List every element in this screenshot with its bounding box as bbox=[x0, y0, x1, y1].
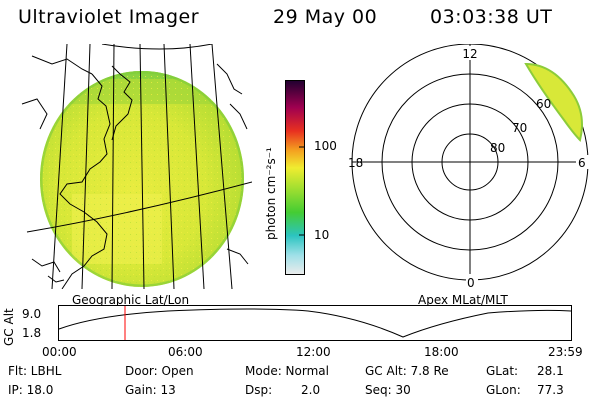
mlt-label-bg-bottom bbox=[466, 274, 478, 288]
altitude-xtick-1800: 18:00 bbox=[424, 345, 459, 359]
geographic-image-panel bbox=[21, 44, 252, 289]
status-ip: IP: 18.0 bbox=[8, 383, 54, 397]
colorbar-unit-label: photon cm⁻²s⁻¹ bbox=[264, 147, 278, 240]
status-door: Door: Open bbox=[125, 364, 194, 378]
altitude-ytick-9: 9.0 bbox=[22, 307, 42, 321]
mlt-label-top: 12 bbox=[462, 47, 477, 61]
lat-label-60: 60 bbox=[536, 97, 551, 111]
status-dsp-label: Dsp: bbox=[245, 383, 273, 397]
altitude-plot-frame bbox=[58, 305, 572, 341]
status-seq: Seq: 30 bbox=[365, 383, 411, 397]
status-glon-label: GLon: bbox=[486, 383, 521, 397]
status-glat-value: 28.1 bbox=[537, 364, 564, 378]
date-label: 29 May 00 bbox=[273, 6, 378, 28]
lat-label-80: 80 bbox=[490, 141, 505, 155]
altitude-ytick-1.8: 1.8 bbox=[22, 326, 42, 340]
altitude-xtick-0600: 06:00 bbox=[168, 345, 203, 359]
apex-caption: Apex MLat/MLT bbox=[418, 293, 508, 307]
colorbar-tick-100: 100 bbox=[314, 139, 337, 153]
colorbar-tick-10: 10 bbox=[314, 228, 330, 242]
instrument-title: Ultraviolet Imager bbox=[18, 6, 200, 28]
altitude-ylabel: GC Alt bbox=[2, 308, 16, 346]
mlt-label-bottom: 0 bbox=[467, 276, 475, 290]
status-gain: Gain: 13 bbox=[125, 383, 176, 397]
colorbar bbox=[285, 80, 305, 275]
mlt-label-bg-right bbox=[576, 155, 590, 169]
latitude-lines bbox=[26, 44, 252, 233]
uv-disc bbox=[40, 71, 244, 287]
status-mode: Mode: Normal bbox=[245, 364, 329, 378]
time-label: 03:03:38 UT bbox=[430, 6, 553, 28]
altitude-curve bbox=[58, 308, 572, 338]
geographic-caption: Geographic Lat/Lon bbox=[72, 293, 190, 307]
mlt-label-left: 18 bbox=[348, 156, 363, 170]
status-gc-alt: GC Alt: 7.8 Re bbox=[365, 364, 449, 378]
longitude-lines bbox=[51, 44, 233, 289]
altitude-xtick-0000: 00:00 bbox=[42, 345, 77, 359]
altitude-xtick-1200: 12:00 bbox=[296, 345, 331, 359]
status-glon-value: 77.3 bbox=[537, 383, 564, 397]
altitude-xtick-2359: 23:59 bbox=[548, 345, 583, 359]
status-dsp-value: 2.0 bbox=[301, 383, 321, 397]
mlt-label-bg-top bbox=[460, 46, 480, 60]
auroral-oval-arc bbox=[524, 62, 583, 142]
status-glat-label: GLat: bbox=[486, 364, 519, 378]
lat-label-70: 70 bbox=[512, 121, 527, 135]
status-flt: Flt: LBHL bbox=[8, 364, 62, 378]
polar-mlt-plot: 12 18 6 0 60 70 80 bbox=[348, 44, 590, 290]
mlt-label-right: 6 bbox=[578, 156, 586, 170]
coastline-outlines bbox=[21, 55, 249, 289]
altitude-orbit-plot bbox=[58, 305, 572, 341]
